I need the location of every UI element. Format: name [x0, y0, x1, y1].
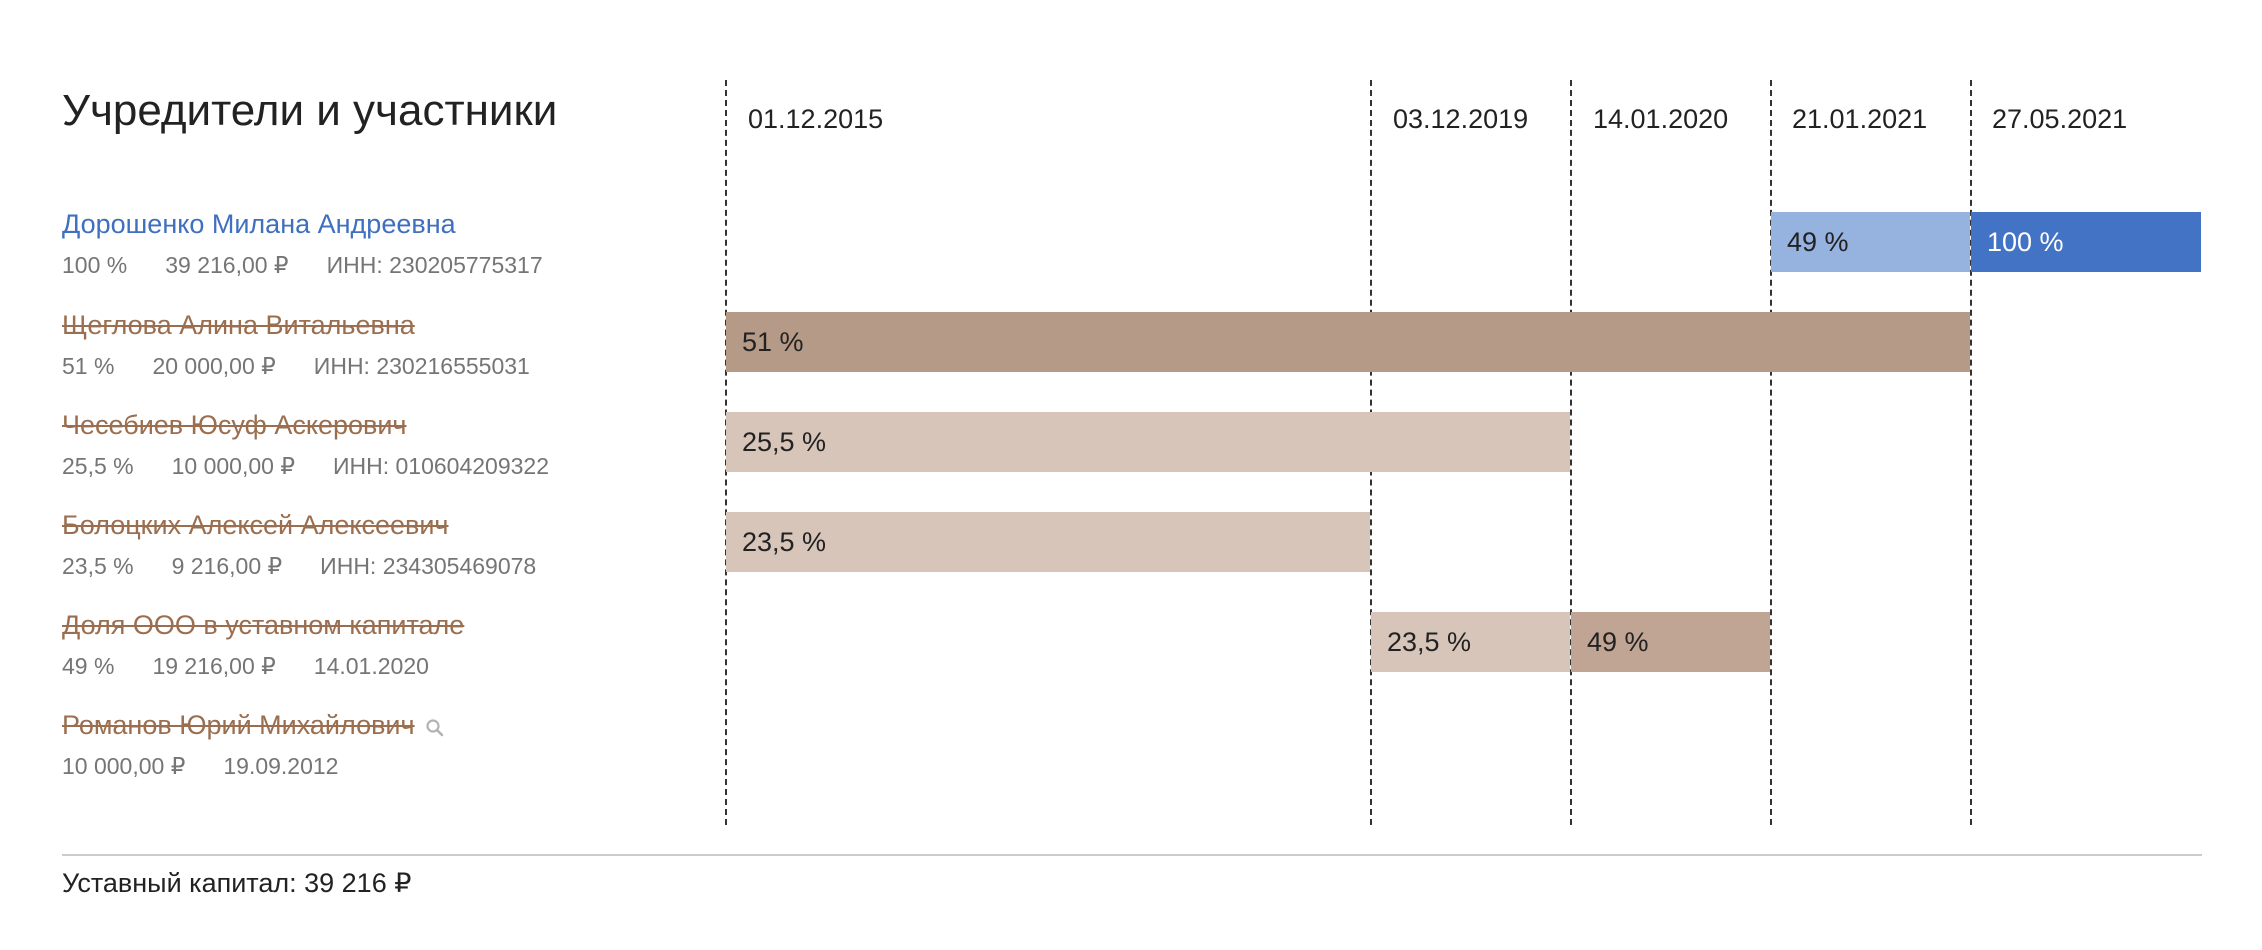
participant-item: Щеглова Алина Витальевна 51 % 20 000,00 ₽…	[62, 308, 682, 380]
participant-amount: 19 216,00 ₽	[152, 653, 276, 679]
participant-item: Чесебиев Юсуф Аскерович 25,5 % 10 000,00 …	[62, 408, 682, 480]
share-bar[interactable]: 23,5 %	[1371, 612, 1570, 672]
participant-share: 49 %	[62, 653, 115, 679]
participant-inn: ИНН: 230216555031	[313, 353, 530, 379]
participant-share: 25,5 %	[62, 453, 134, 479]
participant-meta: 25,5 % 10 000,00 ₽ ИНН: 010604209322	[62, 452, 682, 480]
share-bar[interactable]: 25,5 %	[726, 412, 1570, 472]
timeline-date: 03.12.2019	[1393, 104, 1529, 134]
authorized-capital: Уставный капитал: 39 216 ₽	[62, 868, 412, 898]
participant-item: Дорошенко Милана Андреевна 100 % 39 216,0…	[62, 207, 682, 279]
timeline-gridline	[1970, 80, 1972, 825]
participant-share: 23,5 %	[62, 553, 134, 579]
participant-meta: 100 % 39 216,00 ₽ ИНН: 230205775317	[62, 251, 682, 279]
share-bar[interactable]: 49 %	[1771, 212, 1970, 272]
participant-meta: 10 000,00 ₽ 19.09.2012	[62, 752, 682, 780]
participant-amount: 9 216,00 ₽	[171, 553, 283, 579]
share-bar[interactable]: 23,5 %	[726, 512, 1370, 572]
participant-inn: ИНН: 234305469078	[320, 553, 537, 579]
participant-share: 100 %	[62, 252, 128, 278]
timeline-date: 27.05.2021	[1992, 104, 2128, 134]
participant-amount: 39 216,00 ₽	[165, 252, 289, 278]
search-icon[interactable]	[425, 718, 445, 738]
participant-name-link[interactable]: Доля ООО в уставном капитале	[62, 610, 465, 640]
participant-name-link[interactable]: Болоцких Алексей Алексеевич	[62, 510, 449, 540]
participant-share: 51 %	[62, 353, 115, 379]
participant-meta: 49 % 19 216,00 ₽ 14.01.2020	[62, 652, 682, 680]
participant-date: 14.01.2020	[313, 653, 429, 679]
participant-meta: 23,5 % 9 216,00 ₽ ИНН: 234305469078	[62, 552, 682, 580]
timeline-date: 14.01.2020	[1593, 104, 1729, 134]
participant-inn: ИНН: 010604209322	[332, 453, 549, 479]
timeline-gridline	[1770, 80, 1772, 825]
participant-inn: ИНН: 230205775317	[326, 252, 543, 278]
participant-amount: 20 000,00 ₽	[152, 353, 276, 379]
timeline-gridline	[1570, 80, 1572, 825]
participant-name-link[interactable]: Чесебиев Юсуф Аскерович	[62, 410, 407, 440]
participant-item: Романов Юрий Михайлович 10 000,00 ₽ 19.09…	[62, 708, 682, 780]
page-title: Учредители и участники	[62, 86, 558, 135]
participant-name-link[interactable]: Романов Юрий Михайлович	[62, 710, 415, 740]
participant-amount: 10 000,00 ₽	[171, 453, 295, 479]
divider	[62, 854, 2202, 856]
share-bar[interactable]: 49 %	[1571, 612, 1770, 672]
participant-meta: 51 % 20 000,00 ₽ ИНН: 230216555031	[62, 352, 682, 380]
share-bar[interactable]: 51 %	[726, 312, 1970, 372]
participant-name-link[interactable]: Щеглова Алина Витальевна	[62, 310, 415, 340]
participant-item: Болоцких Алексей Алексеевич 23,5 % 9 216,…	[62, 508, 682, 580]
participant-amount: 10 000,00 ₽	[62, 753, 186, 779]
share-bar[interactable]: 100 %	[1971, 212, 2201, 272]
timeline-date: 21.01.2021	[1792, 104, 1928, 134]
timeline-date: 01.12.2015	[748, 104, 884, 134]
participant-item: Доля ООО в уставном капитале 49 % 19 216,…	[62, 608, 682, 680]
participant-name-link[interactable]: Дорошенко Милана Андреевна	[62, 209, 456, 239]
participant-date: 19.09.2012	[223, 753, 339, 779]
